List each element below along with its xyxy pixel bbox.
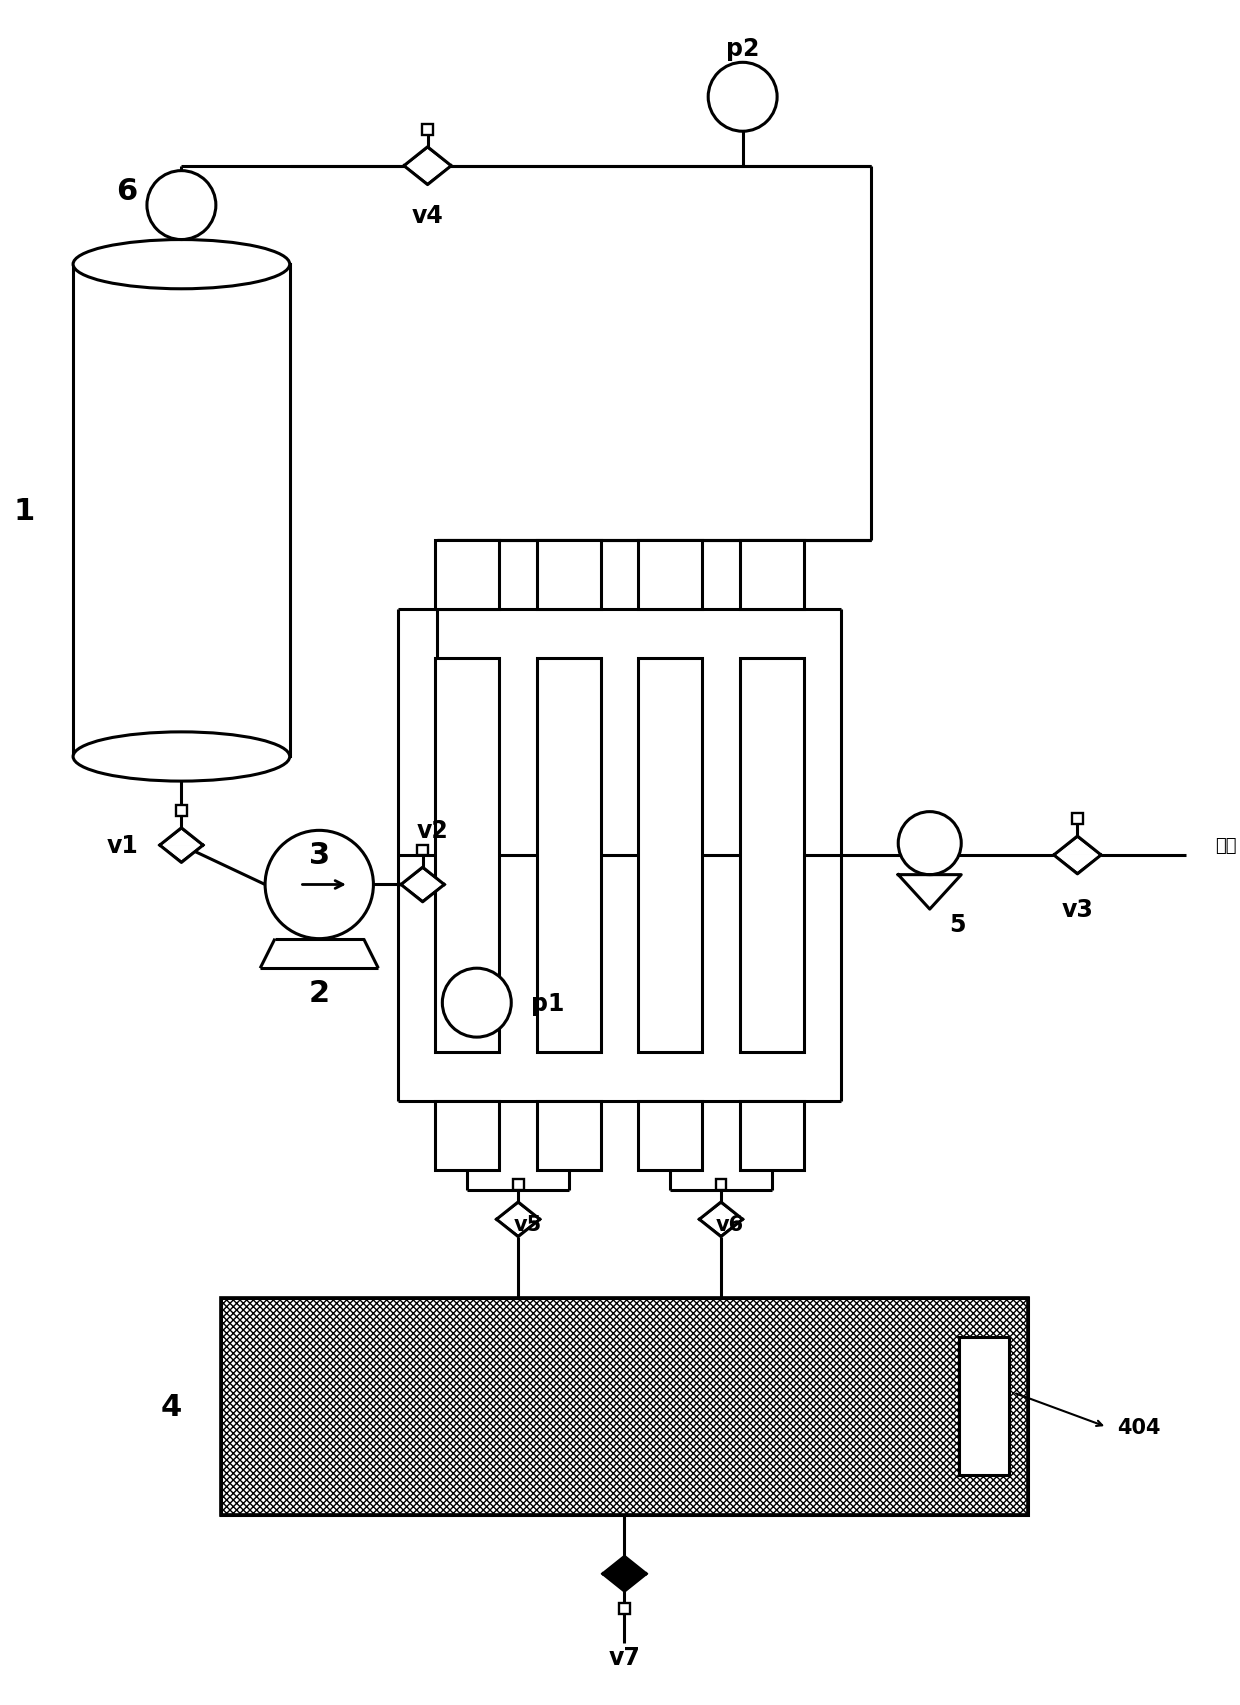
Bar [221, 1298, 1028, 1514]
Circle shape [898, 812, 961, 875]
Bar [435, 540, 500, 609]
Bar [960, 1338, 1008, 1475]
Polygon shape [702, 1219, 740, 1234]
Polygon shape [162, 846, 200, 859]
Polygon shape [404, 885, 441, 899]
Circle shape [708, 63, 777, 133]
Circle shape [443, 968, 511, 1038]
Polygon shape [603, 1574, 646, 1591]
Polygon shape [496, 1202, 539, 1219]
Text: v4: v4 [412, 205, 444, 228]
Polygon shape [160, 829, 203, 846]
Polygon shape [401, 868, 444, 885]
Text: 1: 1 [14, 496, 35, 525]
Text: v6: v6 [715, 1214, 744, 1234]
Polygon shape [160, 846, 203, 863]
Bar [73, 264, 290, 757]
Ellipse shape [73, 240, 290, 290]
Text: 4: 4 [161, 1391, 182, 1420]
Polygon shape [401, 885, 444, 902]
Polygon shape [702, 1205, 740, 1219]
Polygon shape [1054, 856, 1101, 875]
Text: p2: p2 [725, 36, 759, 60]
Bar [639, 658, 702, 1052]
Text: v1: v1 [107, 834, 138, 858]
Text: v5: v5 [513, 1214, 542, 1234]
Text: v3: v3 [1061, 897, 1094, 922]
Circle shape [148, 172, 216, 240]
Circle shape [265, 830, 373, 939]
Bar [221, 1298, 1028, 1514]
Polygon shape [1054, 837, 1101, 856]
Polygon shape [404, 871, 441, 885]
Text: 6: 6 [117, 177, 138, 206]
Text: 排放: 排放 [1215, 837, 1236, 854]
Polygon shape [407, 150, 448, 167]
Polygon shape [500, 1205, 537, 1219]
Polygon shape [603, 1557, 646, 1574]
Bar [740, 1101, 804, 1170]
Polygon shape [699, 1202, 743, 1219]
Bar [512, 1180, 523, 1190]
Bar [435, 658, 500, 1052]
Bar [715, 1180, 727, 1190]
Text: v2: v2 [417, 818, 449, 842]
Bar [1073, 813, 1083, 825]
Text: 2: 2 [309, 979, 330, 1008]
Bar [537, 1101, 601, 1170]
Bar [619, 1603, 630, 1613]
Bar [537, 658, 601, 1052]
Text: 5: 5 [950, 912, 966, 936]
Polygon shape [407, 167, 448, 182]
Text: 404: 404 [1117, 1417, 1161, 1437]
Bar [435, 1101, 500, 1170]
Bar [740, 540, 804, 609]
Polygon shape [162, 832, 200, 846]
Polygon shape [1056, 856, 1099, 871]
Polygon shape [404, 148, 451, 167]
Text: 3: 3 [309, 841, 330, 870]
Polygon shape [699, 1219, 743, 1236]
Bar [422, 124, 433, 136]
Bar [417, 846, 428, 856]
Bar [537, 540, 601, 609]
Bar [639, 540, 702, 609]
Bar [176, 806, 187, 817]
Polygon shape [1056, 839, 1099, 856]
Polygon shape [404, 167, 451, 186]
Bar [639, 1101, 702, 1170]
Polygon shape [500, 1219, 537, 1234]
Ellipse shape [73, 733, 290, 781]
Text: p1: p1 [531, 991, 564, 1014]
Bar [740, 658, 804, 1052]
Polygon shape [898, 875, 961, 909]
Text: v7: v7 [609, 1645, 640, 1669]
Polygon shape [496, 1219, 539, 1236]
